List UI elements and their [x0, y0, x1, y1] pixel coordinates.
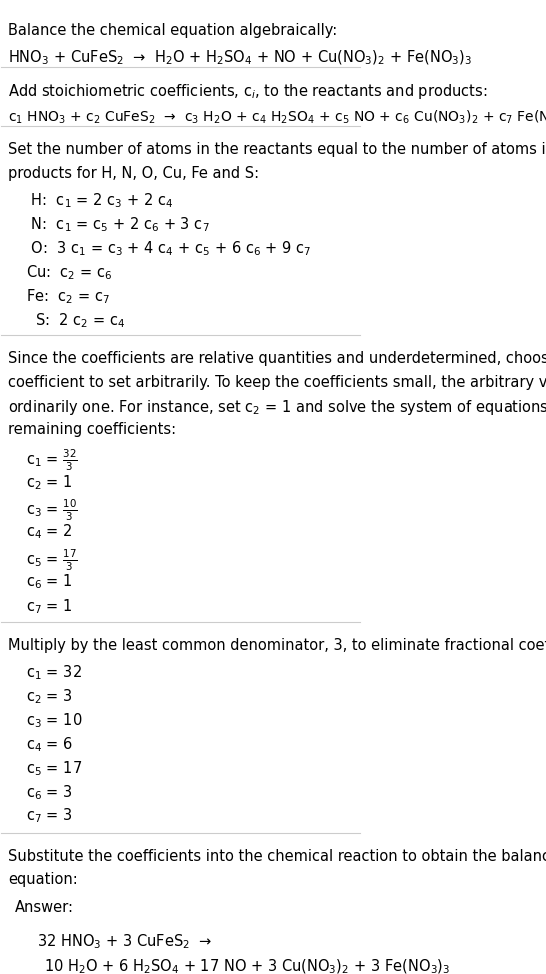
- Text: c$_3$ = 10: c$_3$ = 10: [26, 711, 82, 730]
- Text: Multiply by the least common denominator, 3, to eliminate fractional coefficient: Multiply by the least common denominator…: [8, 638, 546, 653]
- Text: remaining coefficients:: remaining coefficients:: [8, 423, 176, 437]
- Text: Since the coefficients are relative quantities and underdetermined, choose a: Since the coefficients are relative quan…: [8, 351, 546, 365]
- Text: Add stoichiometric coefficients, c$_i$, to the reactants and products:: Add stoichiometric coefficients, c$_i$, …: [8, 83, 487, 101]
- FancyBboxPatch shape: [3, 888, 359, 974]
- Text: c$_4$ = 2: c$_4$ = 2: [26, 523, 73, 542]
- Text: Answer:: Answer:: [15, 900, 74, 916]
- Text: Substitute the coefficients into the chemical reaction to obtain the balanced: Substitute the coefficients into the che…: [8, 848, 546, 864]
- Text: c$_1$ HNO$_3$ + c$_2$ CuFeS$_2$  →  c$_3$ H$_2$O + c$_4$ H$_2$SO$_4$ + c$_5$ NO : c$_1$ HNO$_3$ + c$_2$ CuFeS$_2$ → c$_3$ …: [8, 108, 546, 126]
- Text: HNO$_3$ + CuFeS$_2$  →  H$_2$O + H$_2$SO$_4$ + NO + Cu(NO$_3$)$_2$ + Fe(NO$_3$)$: HNO$_3$ + CuFeS$_2$ → H$_2$O + H$_2$SO$_…: [8, 49, 472, 67]
- Text: c$_7$ = 3: c$_7$ = 3: [26, 806, 73, 826]
- Text: c$_5$ = $\frac{17}{3}$: c$_5$ = $\frac{17}{3}$: [26, 547, 78, 573]
- Text: Set the number of atoms in the reactants equal to the number of atoms in the: Set the number of atoms in the reactants…: [8, 142, 546, 157]
- Text: c$_3$ = $\frac{10}{3}$: c$_3$ = $\frac{10}{3}$: [26, 498, 78, 523]
- Text: products for H, N, O, Cu, Fe and S:: products for H, N, O, Cu, Fe and S:: [8, 166, 259, 181]
- Text: Balance the chemical equation algebraically:: Balance the chemical equation algebraica…: [8, 22, 337, 38]
- Text: c$_4$ = 6: c$_4$ = 6: [26, 735, 73, 754]
- Text: Fe:  c$_2$ = c$_7$: Fe: c$_2$ = c$_7$: [26, 287, 110, 306]
- Text: S:  2 c$_2$ = c$_4$: S: 2 c$_2$ = c$_4$: [26, 311, 126, 329]
- Text: N:  c$_1$ = c$_5$ + 2 c$_6$ + 3 c$_7$: N: c$_1$ = c$_5$ + 2 c$_6$ + 3 c$_7$: [26, 215, 210, 235]
- Text: H:  c$_1$ = 2 c$_3$ + 2 c$_4$: H: c$_1$ = 2 c$_3$ + 2 c$_4$: [26, 192, 173, 210]
- Text: Cu:  c$_2$ = c$_6$: Cu: c$_2$ = c$_6$: [26, 263, 112, 281]
- Text: 10 H$_2$O + 6 H$_2$SO$_4$ + 17 NO + 3 Cu(NO$_3$)$_2$ + 3 Fe(NO$_3$)$_3$: 10 H$_2$O + 6 H$_2$SO$_4$ + 17 NO + 3 Cu…: [44, 957, 450, 974]
- Text: c$_5$ = 17: c$_5$ = 17: [26, 759, 82, 778]
- Text: coefficient to set arbitrarily. To keep the coefficients small, the arbitrary va: coefficient to set arbitrarily. To keep …: [8, 375, 546, 390]
- Text: c$_1$ = 32: c$_1$ = 32: [26, 663, 82, 683]
- Text: c$_6$ = 3: c$_6$ = 3: [26, 783, 73, 802]
- Text: c$_2$ = 1: c$_2$ = 1: [26, 473, 73, 492]
- Text: ordinarily one. For instance, set c$_2$ = 1 and solve the system of equations fo: ordinarily one. For instance, set c$_2$ …: [8, 398, 546, 418]
- Text: 32 HNO$_3$ + 3 CuFeS$_2$  →: 32 HNO$_3$ + 3 CuFeS$_2$ →: [37, 932, 212, 951]
- Text: c$_6$ = 1: c$_6$ = 1: [26, 573, 73, 591]
- Text: O:  3 c$_1$ = c$_3$ + 4 c$_4$ + c$_5$ + 6 c$_6$ + 9 c$_7$: O: 3 c$_1$ = c$_3$ + 4 c$_4$ + c$_5$ + 6…: [26, 240, 311, 258]
- Text: c$_7$ = 1: c$_7$ = 1: [26, 597, 73, 616]
- Text: c$_2$ = 3: c$_2$ = 3: [26, 688, 73, 706]
- Text: c$_1$ = $\frac{32}{3}$: c$_1$ = $\frac{32}{3}$: [26, 448, 78, 473]
- Text: equation:: equation:: [8, 873, 78, 887]
